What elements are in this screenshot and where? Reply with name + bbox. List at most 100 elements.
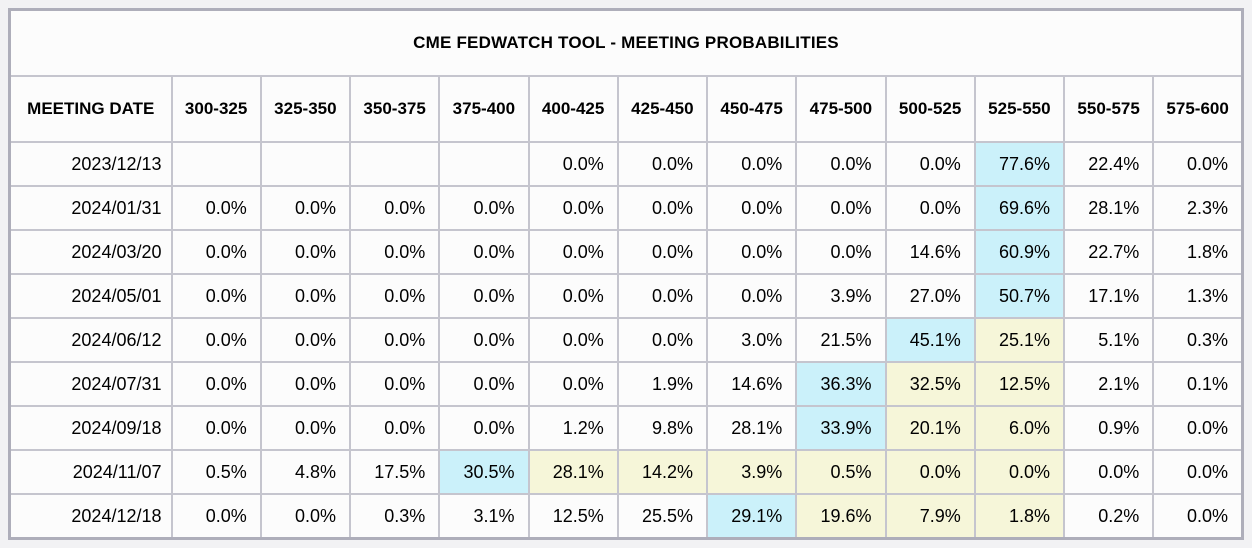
probability-cell: 30.5% xyxy=(438,449,530,495)
probability-cell: 0.0% xyxy=(705,273,798,319)
table-title: CME FEDWATCH TOOL - MEETING PROBABILITIE… xyxy=(8,8,1244,77)
probability-cell: 0.0% xyxy=(348,185,441,231)
probability-cell: 0.0% xyxy=(527,229,619,275)
probability-cell: 0.0% xyxy=(170,185,262,231)
probability-cell: 0.0% xyxy=(705,185,798,231)
probability-cell: 0.0% xyxy=(438,229,530,275)
table-row: 2024/09/18 0.0% 0.0% 0.0% 0.0% 1.2% 9.8% 28.1% 3… xyxy=(8,405,1244,451)
column-header-450-475: 450-475 xyxy=(705,75,798,143)
probability-cell: 0.0% xyxy=(259,273,352,319)
probability-cell: 1.3% xyxy=(1152,273,1244,319)
probability-cell: 0.0% xyxy=(527,273,619,319)
probability-cell: 3.9% xyxy=(795,273,887,319)
probability-cell: 0.0% xyxy=(527,141,619,187)
probability-cell: 17.1% xyxy=(1062,273,1155,319)
probability-cell: 0.3% xyxy=(348,493,441,540)
probability-cell: 12.5% xyxy=(527,493,619,540)
probability-cell: 22.4% xyxy=(1062,141,1155,187)
column-header-550-575: 550-575 xyxy=(1062,75,1155,143)
probability-cell: 6.0% xyxy=(973,405,1066,451)
column-header-meeting-date: MEETING DATE xyxy=(8,75,173,143)
probability-cell: 20.1% xyxy=(884,405,976,451)
probability-cell: 1.2% xyxy=(527,405,619,451)
column-header-325-350: 325-350 xyxy=(259,75,352,143)
column-header-375-400: 375-400 xyxy=(438,75,530,143)
probability-cell: 9.8% xyxy=(616,405,709,451)
probability-cell: 0.5% xyxy=(795,449,887,495)
probability-cell: 25.1% xyxy=(973,317,1066,363)
probability-cell: 0.0% xyxy=(616,185,709,231)
probability-cell: 0.0% xyxy=(616,229,709,275)
column-header-525-550: 525-550 xyxy=(973,75,1066,143)
probability-cell: 0.0% xyxy=(259,185,352,231)
probability-cell: 14.2% xyxy=(616,449,709,495)
meeting-date-cell: 2024/01/31 xyxy=(8,185,173,231)
probability-cell: 0.0% xyxy=(973,449,1066,495)
probability-cell: 0.0% xyxy=(438,361,530,407)
probability-cell: 0.0% xyxy=(348,405,441,451)
probability-cell: 50.7% xyxy=(973,273,1066,319)
probability-cell: 1.8% xyxy=(973,493,1066,540)
table-row: 2023/12/13 0.0% 0.0% 0.0% 0.0% 0.0% 77.6% 22.4%… xyxy=(8,141,1244,187)
probability-cell: 0.0% xyxy=(348,273,441,319)
probability-cell: 0.0% xyxy=(259,317,352,363)
probability-cell: 0.0% xyxy=(348,317,441,363)
probability-cell: 0.0% xyxy=(259,361,352,407)
probability-cell: 28.1% xyxy=(1062,185,1155,231)
probability-cell: 77.6% xyxy=(973,141,1066,187)
probability-cell: 0.0% xyxy=(795,185,887,231)
probability-cell: 1.9% xyxy=(616,361,709,407)
table-row: 2024/06/12 0.0% 0.0% 0.0% 0.0% 0.0% 0.0% 3.0% 21… xyxy=(8,317,1244,363)
probability-cell: 0.0% xyxy=(527,361,619,407)
probability-cell: 3.1% xyxy=(438,493,530,540)
probability-cell: 2.3% xyxy=(1152,185,1244,231)
probability-cell: 0.0% xyxy=(884,141,976,187)
probability-cell: 4.8% xyxy=(259,449,352,495)
table-row: 2024/01/31 0.0% 0.0% 0.0% 0.0% 0.0% 0.0% 0.0% 0.… xyxy=(8,185,1244,231)
probability-cell: 14.6% xyxy=(884,229,976,275)
column-header-425-450: 425-450 xyxy=(616,75,709,143)
meeting-date-cell: 2024/07/31 xyxy=(8,361,173,407)
probability-cell: 7.9% xyxy=(884,493,976,540)
probability-cell: 0.9% xyxy=(1062,405,1155,451)
meeting-date-cell: 2024/05/01 xyxy=(8,273,173,319)
probability-cell: 0.0% xyxy=(348,229,441,275)
probability-cell: 2.1% xyxy=(1062,361,1155,407)
probability-cell: 0.0% xyxy=(616,141,709,187)
probability-cell: 28.1% xyxy=(705,405,798,451)
probability-cell: 0.0% xyxy=(705,141,798,187)
probability-cell: 22.7% xyxy=(1062,229,1155,275)
header-row: MEETING DATE 300-325 325-350 350-375 375-400… xyxy=(8,75,1244,143)
probability-cell: 0.0% xyxy=(170,493,262,540)
probability-cell: 0.0% xyxy=(1152,493,1244,540)
probability-cell: 0.2% xyxy=(1062,493,1155,540)
probability-cell: 36.3% xyxy=(795,361,887,407)
probability-cell: 0.0% xyxy=(259,493,352,540)
probability-cell: 25.5% xyxy=(616,493,709,540)
probability-cell: 5.1% xyxy=(1062,317,1155,363)
probability-cell: 21.5% xyxy=(795,317,887,363)
meeting-date-cell: 2024/06/12 xyxy=(8,317,173,363)
probability-cell: 0.0% xyxy=(348,361,441,407)
probability-cell xyxy=(259,141,352,187)
column-header-400-425: 400-425 xyxy=(527,75,619,143)
title-row: CME FEDWATCH TOOL - MEETING PROBABILITIE… xyxy=(8,8,1244,77)
probability-cell: 19.6% xyxy=(795,493,887,540)
probability-cell xyxy=(348,141,441,187)
meeting-date-cell: 2024/09/18 xyxy=(8,405,173,451)
meeting-date-cell: 2023/12/13 xyxy=(8,141,173,187)
probability-cell: 0.0% xyxy=(438,273,530,319)
probability-cell: 0.0% xyxy=(527,317,619,363)
probability-cell: 0.0% xyxy=(170,317,262,363)
probability-cell: 0.0% xyxy=(1152,405,1244,451)
column-header-500-525: 500-525 xyxy=(884,75,976,143)
table-row: 2024/03/20 0.0% 0.0% 0.0% 0.0% 0.0% 0.0% 0.0% 0.… xyxy=(8,229,1244,275)
probability-cell: 33.9% xyxy=(795,405,887,451)
probability-cell: 27.0% xyxy=(884,273,976,319)
meeting-date-cell: 2024/03/20 xyxy=(8,229,173,275)
probability-cell: 0.0% xyxy=(170,361,262,407)
probability-cell: 3.0% xyxy=(705,317,798,363)
probability-cell: 0.0% xyxy=(1152,449,1244,495)
probability-cell xyxy=(170,141,262,187)
column-header-575-600: 575-600 xyxy=(1152,75,1244,143)
